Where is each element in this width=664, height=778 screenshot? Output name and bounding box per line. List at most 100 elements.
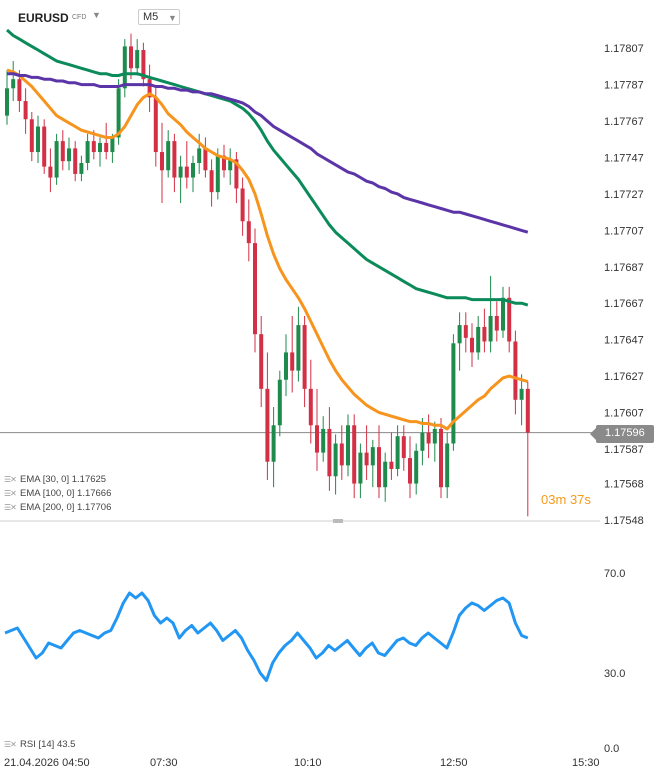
pane-divider-handle[interactable] — [333, 519, 343, 523]
candle-body — [321, 428, 326, 453]
candle-body — [513, 341, 518, 400]
timeframe-value: M5 — [143, 11, 159, 23]
candle-body — [48, 166, 53, 178]
ema-100-line — [6, 28, 529, 307]
price-tick-label: 1.17707 — [604, 225, 644, 237]
indicator-legend: ☰✕ EMA [30, 0] 1.17625 ☰✕ EMA [100, 0] 1.1… — [4, 473, 111, 515]
candle-body — [339, 443, 344, 466]
candle-body — [79, 162, 84, 174]
candle-body — [203, 148, 208, 171]
candle-body — [17, 79, 22, 102]
price-tick-label: 1.17727 — [604, 189, 644, 201]
candle-body — [11, 79, 16, 89]
candle-body — [98, 142, 102, 153]
rsi-tick-label: 30.0 — [604, 668, 625, 680]
candle-body — [414, 450, 419, 484]
candle-body — [215, 155, 220, 193]
candle-body — [389, 461, 394, 469]
ema-lines — [6, 28, 529, 431]
menu-close-icon[interactable]: ☰✕ — [4, 475, 17, 484]
candle-body — [308, 388, 313, 426]
candle-body — [470, 337, 474, 353]
price-tick-label: 1.17607 — [604, 408, 644, 420]
candle-body — [85, 141, 90, 163]
candle-body — [67, 148, 71, 162]
menu-close-icon[interactable]: ☰✕ — [4, 740, 17, 749]
candle-body — [501, 297, 505, 331]
candle-body — [147, 79, 152, 98]
candle-body — [234, 159, 239, 189]
candle-body — [36, 126, 40, 153]
instrument-type-label: CFD — [72, 14, 87, 21]
candle-body — [445, 443, 450, 488]
symbol-label[interactable]: EURUSD — [18, 11, 69, 25]
candle-body — [240, 188, 245, 222]
candle-body — [277, 379, 282, 426]
candle-body — [265, 388, 270, 462]
ema-30-line — [6, 68, 529, 431]
menu-close-icon[interactable]: ☰✕ — [4, 503, 17, 512]
timeframe-select[interactable]: M5 ▼ — [138, 9, 180, 25]
candle-body — [377, 447, 381, 488]
candle-body — [463, 325, 468, 338]
candle-body — [476, 326, 481, 353]
candle-body — [290, 352, 295, 371]
candle-body — [259, 334, 264, 389]
candle-body — [451, 343, 456, 444]
candle-body — [160, 152, 164, 171]
timeframe-chevron-down-icon: ▼ — [168, 13, 177, 23]
candle-body — [110, 137, 115, 153]
legend-item-ema200[interactable]: ☰✕ EMA [200, 0] 1.17706 — [4, 502, 112, 513]
rsi-tick-label: 70.0 — [604, 568, 625, 580]
price-axis[interactable]: 1.17807 1.17787 1.17767 1.17747 1.17727 1.177… — [604, 43, 644, 527]
time-tick-label: 12:50 — [440, 757, 468, 769]
candle-body — [153, 97, 158, 153]
candle-body — [519, 388, 524, 400]
candle-body — [432, 428, 437, 444]
candle-body — [364, 452, 369, 466]
candle-body — [197, 148, 202, 163]
candle-body — [457, 325, 462, 344]
price-tick-label: 1.17647 — [604, 335, 644, 347]
legend-item-ema30[interactable]: ☰✕ EMA [30, 0] 1.17625 — [4, 474, 107, 485]
candle-body — [284, 352, 288, 380]
current-price-badge: 1.17596 — [590, 425, 654, 443]
price-tick-label: 1.17587 — [604, 444, 644, 456]
candle-body — [73, 148, 78, 174]
candle-body — [246, 221, 251, 244]
legend-item-ema100[interactable]: ☰✕ EMA [100, 0] 1.17666 — [4, 488, 112, 499]
candle-body — [29, 119, 34, 153]
rsi-line — [4, 591, 529, 682]
ema-200-line — [7, 72, 529, 234]
candle-body — [129, 46, 133, 69]
menu-close-icon[interactable]: ☰✕ — [4, 489, 17, 498]
candle-body — [352, 425, 357, 484]
candle-body — [166, 141, 171, 171]
candle-body — [488, 315, 493, 342]
candle-body — [42, 126, 47, 167]
candle-body — [383, 461, 388, 488]
legend-item-rsi[interactable]: ☰✕ RSI [14] 43.5 — [4, 739, 76, 750]
candle-body — [426, 432, 431, 444]
time-tick-label: 21.04.2026 04:50 — [4, 757, 90, 769]
candle-body — [482, 326, 487, 342]
candle-body — [370, 447, 375, 466]
price-tick-label: 1.17687 — [604, 262, 644, 274]
candle-body — [525, 388, 530, 433]
candle-body — [60, 141, 65, 162]
candle-body — [346, 425, 350, 466]
price-tick-label: 1.17787 — [604, 80, 644, 92]
price-tick-label: 1.17807 — [604, 43, 644, 55]
symbol-chevron-down-icon[interactable]: ▼ — [92, 10, 101, 20]
candle-body — [222, 155, 226, 171]
price-tick-label: 1.17767 — [604, 116, 644, 128]
price-tick-label: 1.17627 — [604, 371, 644, 383]
candle-body — [104, 142, 109, 153]
time-axis[interactable]: 21.04.2026 04:50 07:30 10:10 12:50 15:30 — [4, 757, 600, 769]
candle-body — [358, 452, 363, 484]
candle-body — [271, 425, 276, 462]
candle-body — [191, 162, 195, 178]
rsi-tick-label: 0.0 — [604, 743, 619, 755]
candle-body — [327, 428, 332, 477]
